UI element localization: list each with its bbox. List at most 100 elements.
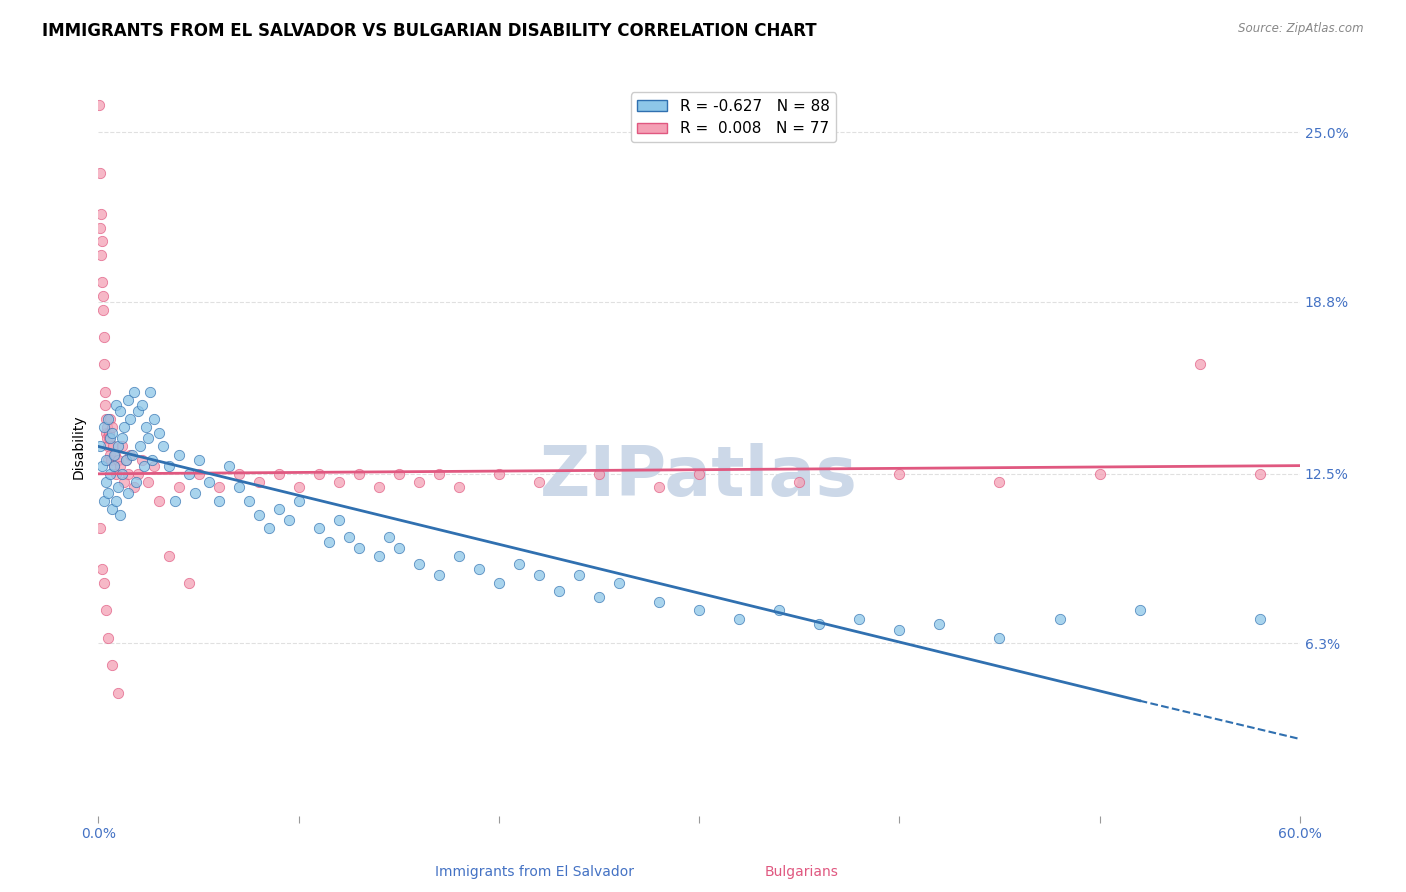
Point <box>183 486 205 500</box>
Point <box>768 603 790 617</box>
Point <box>228 467 250 481</box>
Point <box>143 458 166 473</box>
Point <box>988 475 1011 489</box>
Point <box>107 685 129 699</box>
Point <box>135 420 157 434</box>
Point <box>427 568 450 582</box>
Point <box>328 513 350 527</box>
Point <box>277 513 299 527</box>
Point <box>91 302 114 317</box>
Point <box>117 392 139 407</box>
Point <box>117 467 139 481</box>
Point <box>100 431 122 445</box>
Point <box>91 458 114 473</box>
Point <box>121 448 143 462</box>
Point <box>177 467 200 481</box>
Point <box>1249 467 1271 481</box>
Point <box>177 576 200 591</box>
Point <box>148 494 170 508</box>
Legend: R = -0.627   N = 88, R =  0.008   N = 77: R = -0.627 N = 88, R = 0.008 N = 77 <box>631 93 835 143</box>
Text: IMMIGRANTS FROM EL SALVADOR VS BULGARIAN DISABILITY CORRELATION CHART: IMMIGRANTS FROM EL SALVADOR VS BULGARIAN… <box>42 22 817 40</box>
Point <box>787 475 810 489</box>
Point <box>103 440 125 454</box>
Point <box>328 475 350 489</box>
Point <box>89 220 111 235</box>
Point <box>96 475 118 489</box>
Point <box>287 494 309 508</box>
Point <box>167 481 190 495</box>
Point <box>143 412 166 426</box>
Point <box>114 420 136 434</box>
Point <box>508 557 530 571</box>
Point <box>588 590 610 604</box>
Point <box>89 166 111 180</box>
Point <box>89 97 111 112</box>
Point <box>97 631 120 645</box>
Point <box>257 521 280 535</box>
Point <box>247 508 270 522</box>
Text: Bulgarians: Bulgarians <box>765 864 838 879</box>
Point <box>110 458 132 473</box>
Point <box>488 467 510 481</box>
Point <box>104 448 127 462</box>
Point <box>93 420 115 434</box>
Point <box>93 494 115 508</box>
Point <box>607 576 630 591</box>
Point <box>101 425 124 440</box>
Point <box>103 458 125 473</box>
Point <box>488 576 510 591</box>
Point <box>287 481 309 495</box>
Text: Immigrants from El Salvador: Immigrants from El Salvador <box>434 864 634 879</box>
Point <box>94 412 117 426</box>
Point <box>447 549 470 563</box>
Point <box>120 448 142 462</box>
Point <box>105 467 128 481</box>
Point <box>238 494 260 508</box>
Point <box>124 384 146 399</box>
Point <box>98 448 121 462</box>
Point <box>427 467 450 481</box>
Point <box>152 440 174 454</box>
Point <box>96 431 118 445</box>
Point <box>187 467 209 481</box>
Point <box>163 494 186 508</box>
Point <box>157 458 180 473</box>
Point <box>93 576 115 591</box>
Point <box>94 384 117 399</box>
Point <box>127 467 149 481</box>
Point <box>247 475 270 489</box>
Point <box>129 440 152 454</box>
Point <box>889 623 911 637</box>
Point <box>96 453 118 467</box>
Point <box>347 541 370 555</box>
Point <box>97 425 120 440</box>
Point <box>110 508 132 522</box>
Point <box>111 467 134 481</box>
Point <box>347 467 370 481</box>
Point <box>141 453 163 467</box>
Point <box>91 235 114 249</box>
Point <box>111 440 134 454</box>
Point <box>97 453 120 467</box>
Point <box>1129 603 1152 617</box>
Text: ZIPatlas: ZIPatlas <box>540 442 858 509</box>
Point <box>125 475 148 489</box>
Point <box>367 481 389 495</box>
Point <box>114 475 136 489</box>
Point <box>94 399 117 413</box>
Point <box>100 412 122 426</box>
Point <box>218 458 240 473</box>
Point <box>408 475 430 489</box>
Point <box>527 568 550 582</box>
Point <box>1088 467 1111 481</box>
Point <box>928 617 950 632</box>
Point <box>131 453 153 467</box>
Point <box>228 481 250 495</box>
Point <box>103 458 125 473</box>
Point <box>105 399 128 413</box>
Point <box>131 399 153 413</box>
Point <box>688 467 710 481</box>
Point <box>187 453 209 467</box>
Point <box>96 425 118 440</box>
Point <box>1049 612 1071 626</box>
